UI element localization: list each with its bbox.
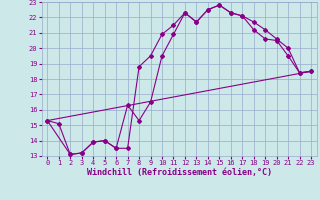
X-axis label: Windchill (Refroidissement éolien,°C): Windchill (Refroidissement éolien,°C)	[87, 168, 272, 177]
